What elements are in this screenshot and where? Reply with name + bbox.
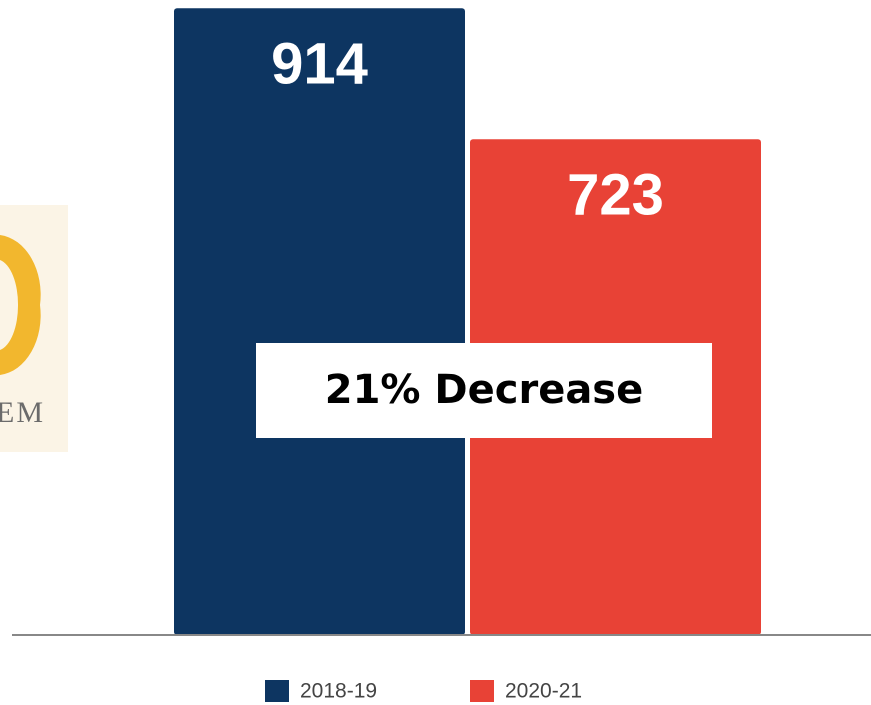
legend-swatch (265, 680, 289, 702)
annotation-box (256, 343, 712, 438)
data-label: 914 (271, 32, 368, 97)
legend-swatch (470, 680, 494, 702)
logo: EM (0, 205, 68, 452)
bar (174, 8, 465, 635)
logo-text: EM (0, 396, 45, 429)
legend-label: 2020-21 (505, 680, 582, 703)
data-label: 723 (567, 163, 664, 228)
legend-label: 2018-19 (300, 680, 377, 703)
logo-arc (0, 235, 41, 375)
annotation: 21% Decrease (325, 367, 644, 413)
